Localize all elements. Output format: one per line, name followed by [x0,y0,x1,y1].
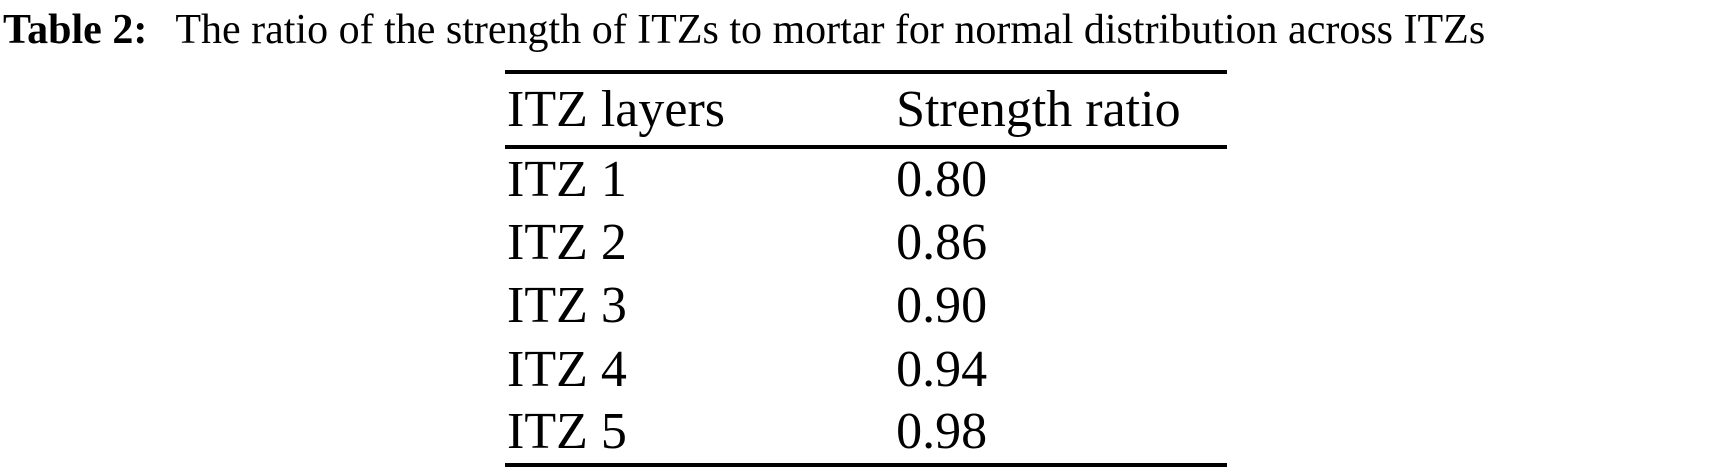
column-header-itz-layers: ITZ layers [505,72,895,149]
table-caption-label: Table 2: [3,7,148,53]
itz-strength-table: ITZ layers Strength ratio ITZ 1 0.80 ITZ… [505,70,1227,467]
cell-strength-ratio: 0.90 [896,277,988,335]
cell-strength-ratio: 0.94 [896,340,988,398]
column-header-strength-ratio: Strength ratio [894,72,1227,149]
table-row: ITZ 2 0.86 [505,211,1227,275]
cell-strength-ratio: 0.86 [896,213,988,271]
table-row: ITZ 3 0.90 [505,274,1227,338]
cell-strength-ratio: 0.98 [896,403,988,461]
table-body: ITZ 1 0.80 ITZ 2 0.86 ITZ 3 0.90 ITZ 4 0… [505,147,1227,465]
cell-itz-layer: ITZ 1 [507,151,627,209]
cell-itz-layer: ITZ 5 [507,403,627,461]
cell-itz-layer: ITZ 3 [507,277,627,335]
table-row: ITZ 1 0.80 [505,147,1227,211]
cell-itz-layer: ITZ 2 [507,213,627,271]
table-row: ITZ 4 0.94 [505,338,1227,402]
table-caption-text: The ratio of the strength of ITZs to mor… [175,7,1486,53]
table-caption: Table 2: The ratio of the strength of ITZ… [3,2,1719,58]
table-row: ITZ 5 0.98 [505,401,1227,465]
cell-strength-ratio: 0.80 [896,151,988,209]
table-header: ITZ layers Strength ratio [505,72,1227,149]
cell-itz-layer: ITZ 4 [507,340,627,398]
table-header-row: ITZ layers Strength ratio [505,72,1227,149]
